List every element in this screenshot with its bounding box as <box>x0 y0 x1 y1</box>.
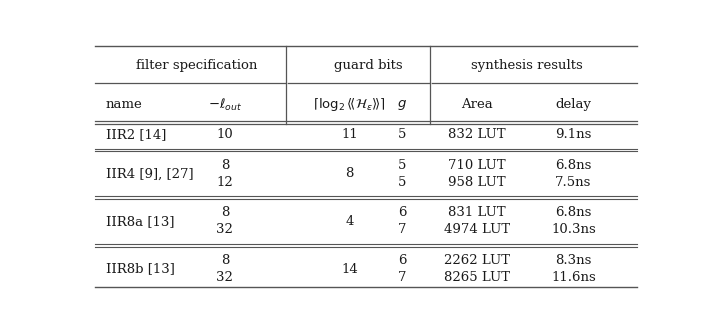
Text: 7: 7 <box>398 271 406 284</box>
Text: 10: 10 <box>216 128 233 141</box>
Text: $\lceil\log_2 \langle\!\langle \mathcal{H}_\varepsilon \rangle\!\rangle\rceil$: $\lceil\log_2 \langle\!\langle \mathcal{… <box>313 96 386 113</box>
Text: 8: 8 <box>221 206 229 219</box>
Text: 32: 32 <box>216 271 233 284</box>
Text: delay: delay <box>555 98 591 111</box>
Text: IIR8a [13]: IIR8a [13] <box>106 215 174 228</box>
Text: 6: 6 <box>398 206 406 219</box>
Text: 6.8ns: 6.8ns <box>555 159 592 172</box>
Text: 4: 4 <box>345 215 353 228</box>
Text: 14: 14 <box>341 263 358 276</box>
Text: 7: 7 <box>398 223 406 236</box>
Text: 6: 6 <box>398 254 406 267</box>
Text: 8: 8 <box>221 254 229 267</box>
Text: 9.1ns: 9.1ns <box>555 128 592 141</box>
Text: $g$: $g$ <box>397 98 407 112</box>
Text: IIR2 [14]: IIR2 [14] <box>106 128 166 141</box>
Text: 5: 5 <box>398 128 406 141</box>
Text: 11: 11 <box>341 128 358 141</box>
Text: Area: Area <box>461 98 493 111</box>
Text: IIR8b [13]: IIR8b [13] <box>106 263 175 276</box>
Text: 11.6ns: 11.6ns <box>551 271 595 284</box>
Text: 831 LUT: 831 LUT <box>448 206 506 219</box>
Text: synthesis results: synthesis results <box>471 59 583 72</box>
Text: 5: 5 <box>398 176 406 189</box>
Text: 8: 8 <box>221 159 229 172</box>
Text: 6.8ns: 6.8ns <box>555 206 592 219</box>
Text: 4974 LUT: 4974 LUT <box>443 223 510 236</box>
Text: 832 LUT: 832 LUT <box>448 128 506 141</box>
Text: 12: 12 <box>216 176 233 189</box>
Text: filter specification: filter specification <box>136 59 258 72</box>
Text: 710 LUT: 710 LUT <box>448 159 506 172</box>
Text: guard bits: guard bits <box>334 59 403 72</box>
Text: name: name <box>106 98 143 111</box>
Text: 8265 LUT: 8265 LUT <box>443 271 510 284</box>
Text: 5: 5 <box>398 159 406 172</box>
Text: 7.5ns: 7.5ns <box>555 176 592 189</box>
Text: 2262 LUT: 2262 LUT <box>443 254 510 267</box>
Text: IIR4 [9], [27]: IIR4 [9], [27] <box>106 167 193 180</box>
Text: 32: 32 <box>216 223 233 236</box>
Text: 10.3ns: 10.3ns <box>551 223 595 236</box>
Text: 8.3ns: 8.3ns <box>555 254 592 267</box>
Text: 8: 8 <box>345 167 353 180</box>
Text: 958 LUT: 958 LUT <box>448 176 506 189</box>
Text: $-\ell_{out}$: $-\ell_{out}$ <box>208 97 242 113</box>
